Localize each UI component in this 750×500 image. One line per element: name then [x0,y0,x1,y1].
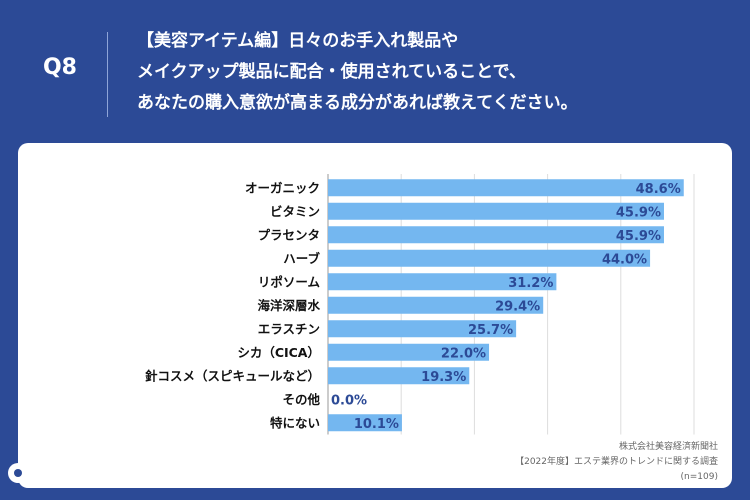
value-label: 0.0% [331,393,367,408]
value-label: 31.2% [508,276,553,291]
bar-chart: オーガニック 48.6% ビタミン 45.9% プラセンタ 45.9% ハーブ 44.0% リポ… [145,174,695,435]
chart-panel: オーガニック 48.6% ビタミン 45.9% プラセンタ 45.9% ハーブ 44.0% リポ… [18,143,732,488]
bar [328,249,651,267]
bar [328,367,470,385]
source-company: 株式会社美容経済新聞社 [618,442,718,452]
question-header: Q8 【美容アイテム編】日々のお手入れ製品や メイクアップ製品に配合・使用されて… [0,0,750,140]
value-label: 45.9% [616,205,661,220]
value-label: 25.7% [468,323,513,338]
value-label: 45.9% [616,229,661,244]
source-note: 株式会社美容経済新聞社 【2022年度】エステ業界のトレンドに関する調査 (n=… [515,440,718,485]
header-divider [107,32,108,117]
bar [328,202,664,220]
value-label: 22.0% [441,346,486,361]
sample-size: (n=109) [680,472,718,482]
category-label: その他 [282,392,320,407]
category-label: エラスチン [258,321,320,336]
question-number: Q8 [42,55,77,80]
value-label: 48.6% [636,182,681,197]
category-label: リポソーム [258,274,321,289]
bar [328,343,490,361]
question-line-2: メイクアップ製品に配合・使用されていることで、 [137,62,526,82]
source-survey: 【2022年度】エステ業界のトレンドに関する調査 [515,457,718,467]
category-label: ビタミン [270,204,320,219]
bar [328,414,402,432]
value-label: 10.1% [354,417,399,432]
category-label: オーガニック [245,180,320,195]
bar [328,273,557,291]
category-label: 海洋深層水 [257,298,320,313]
question-line-1: 【美容アイテム編】日々のお手入れ製品や [137,31,459,51]
bar [328,296,544,314]
category-label: 針コスメ（スピキュールなど） [145,368,320,383]
brand-logo: リサピー [8,458,92,488]
category-label: 特にない [270,415,320,430]
logo-text: リサピー [32,464,93,483]
logo-icon [8,463,28,483]
category-label: プラセンタ [257,227,320,242]
value-label: 44.0% [602,252,647,267]
bar [328,226,664,244]
value-label: 29.4% [495,299,540,314]
bar [328,320,517,338]
category-label: シカ（CICA） [237,345,320,360]
category-label: ハーブ [283,251,320,266]
question-line-3: あなたの購入意欲が高まる成分があれば教えてください。 [137,93,578,113]
bar [328,179,684,197]
question-title: 【美容アイテム編】日々のお手入れ製品や メイクアップ製品に配合・使用されているこ… [137,26,737,119]
value-label: 19.3% [421,370,466,385]
